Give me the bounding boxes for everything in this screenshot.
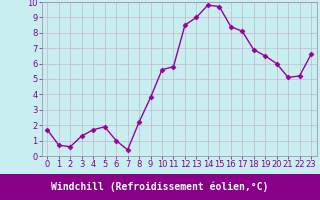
Text: Windchill (Refroidissement éolien,°C): Windchill (Refroidissement éolien,°C)	[51, 182, 269, 192]
